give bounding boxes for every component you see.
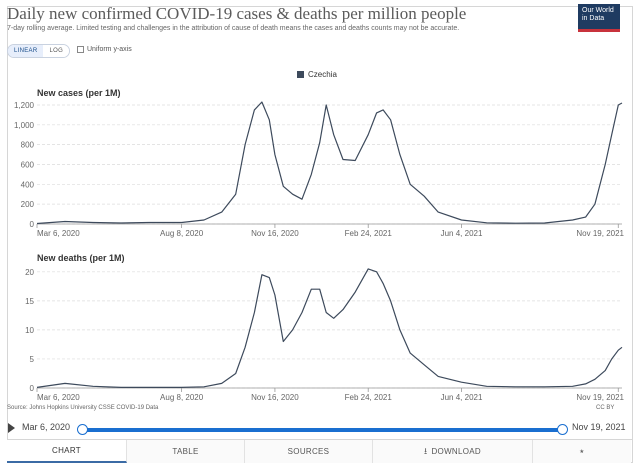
y-tick-label: 10 xyxy=(25,326,34,335)
y-tick-label: 0 xyxy=(30,220,35,229)
x-tick-label: Mar 6, 2020 xyxy=(37,393,80,402)
linear-scale-button[interactable]: LINEAR xyxy=(8,45,44,57)
logo-stripe xyxy=(578,29,620,32)
timeline-end-handle[interactable] xyxy=(557,424,568,435)
y-tick-label: 1,200 xyxy=(14,101,35,110)
chart-subtitle: 7-day rolling average. Limited testing a… xyxy=(7,25,460,32)
logo-line-1: Our World xyxy=(582,7,614,14)
x-tick-label: Feb 24, 2021 xyxy=(345,229,393,238)
y-tick-label: 400 xyxy=(21,180,35,189)
tab-download-label: DOWNLOAD xyxy=(431,447,481,456)
timeline-start-handle[interactable] xyxy=(77,424,88,435)
y-tick-label: 15 xyxy=(25,297,34,306)
x-tick-label: Feb 24, 2021 xyxy=(345,393,393,402)
x-tick-label: Nov 19, 2021 xyxy=(576,393,624,402)
x-tick-label: Mar 6, 2020 xyxy=(37,229,80,238)
y-tick-label: 800 xyxy=(21,141,35,150)
tab-share[interactable]: ⭑ xyxy=(533,440,631,463)
timeline-track[interactable] xyxy=(81,428,563,432)
x-tick-label: Jun 4, 2021 xyxy=(441,229,483,238)
series-line xyxy=(36,268,623,388)
legend-swatch xyxy=(297,71,304,78)
panel-title: New deaths (per 1M) xyxy=(37,253,125,263)
y-tick-label: 0 xyxy=(30,384,35,393)
y-tick-label: 600 xyxy=(21,160,35,169)
logo-line-2: in Data xyxy=(582,15,605,22)
uniform-y-axis-label: Uniform y-axis xyxy=(87,46,132,53)
legend-label: Czechia xyxy=(308,70,337,79)
x-tick-label: Aug 8, 2020 xyxy=(160,393,204,402)
license-note[interactable]: CC BY xyxy=(596,405,615,411)
y-tick-label: 1,000 xyxy=(14,121,35,130)
share-icon: ⭑ xyxy=(579,446,585,456)
tab-download[interactable]: ⭳ DOWNLOAD xyxy=(373,440,533,463)
tab-chart[interactable]: CHART xyxy=(7,440,127,463)
log-scale-button[interactable]: LOG xyxy=(43,45,70,57)
series-line xyxy=(36,101,623,225)
x-tick-label: Nov 16, 2020 xyxy=(251,393,299,402)
timeline-start-label: Mar 6, 2020 xyxy=(22,422,71,432)
uniform-y-axis-toggle[interactable]: Uniform y-axis xyxy=(77,46,132,53)
legend: Czechia xyxy=(297,70,337,79)
timeline-end-label: Nov 19, 2021 xyxy=(572,422,626,432)
owid-logo[interactable]: Our World in Data xyxy=(578,4,620,32)
scale-toggle: LINEAR LOG xyxy=(7,44,71,58)
chart-title: Daily new confirmed COVID-19 cases & dea… xyxy=(7,4,467,23)
panel-title: New cases (per 1M) xyxy=(37,88,121,98)
tab-chart-label: CHART xyxy=(52,446,81,455)
tab-sources[interactable]: SOURCES xyxy=(245,440,373,463)
play-icon[interactable] xyxy=(8,423,15,433)
x-tick-label: Jun 4, 2021 xyxy=(441,393,483,402)
x-tick-label: Nov 16, 2020 xyxy=(251,229,299,238)
uniform-y-axis-checkbox[interactable] xyxy=(77,46,84,53)
tab-table-label: TABLE xyxy=(172,447,199,456)
y-tick-label: 200 xyxy=(21,200,35,209)
source-note[interactable]: Source: Johns Hopkins University CSSE CO… xyxy=(7,405,159,411)
y-tick-label: 5 xyxy=(30,355,35,364)
tab-sources-label: SOURCES xyxy=(287,447,330,456)
tab-table[interactable]: TABLE xyxy=(127,440,245,463)
download-icon: ⭳ xyxy=(424,445,428,456)
y-tick-label: 20 xyxy=(25,268,34,277)
tab-bar: CHART TABLE SOURCES ⭳ DOWNLOAD ⭑ xyxy=(7,439,633,463)
x-tick-label: Aug 8, 2020 xyxy=(160,229,204,238)
x-tick-label: Nov 19, 2021 xyxy=(576,229,624,238)
